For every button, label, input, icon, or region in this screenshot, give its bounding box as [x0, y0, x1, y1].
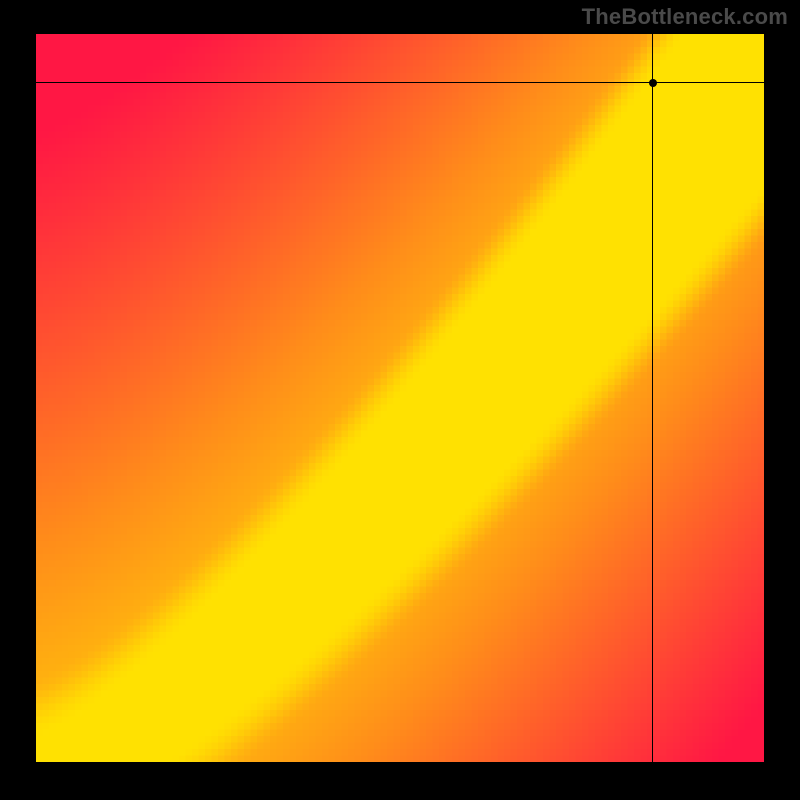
- watermark-text: TheBottleneck.com: [582, 4, 788, 30]
- crosshair-vertical: [652, 34, 653, 762]
- chart-container: TheBottleneck.com: [0, 0, 800, 800]
- heatmap-canvas: [36, 34, 764, 762]
- intersection-marker: [649, 79, 657, 87]
